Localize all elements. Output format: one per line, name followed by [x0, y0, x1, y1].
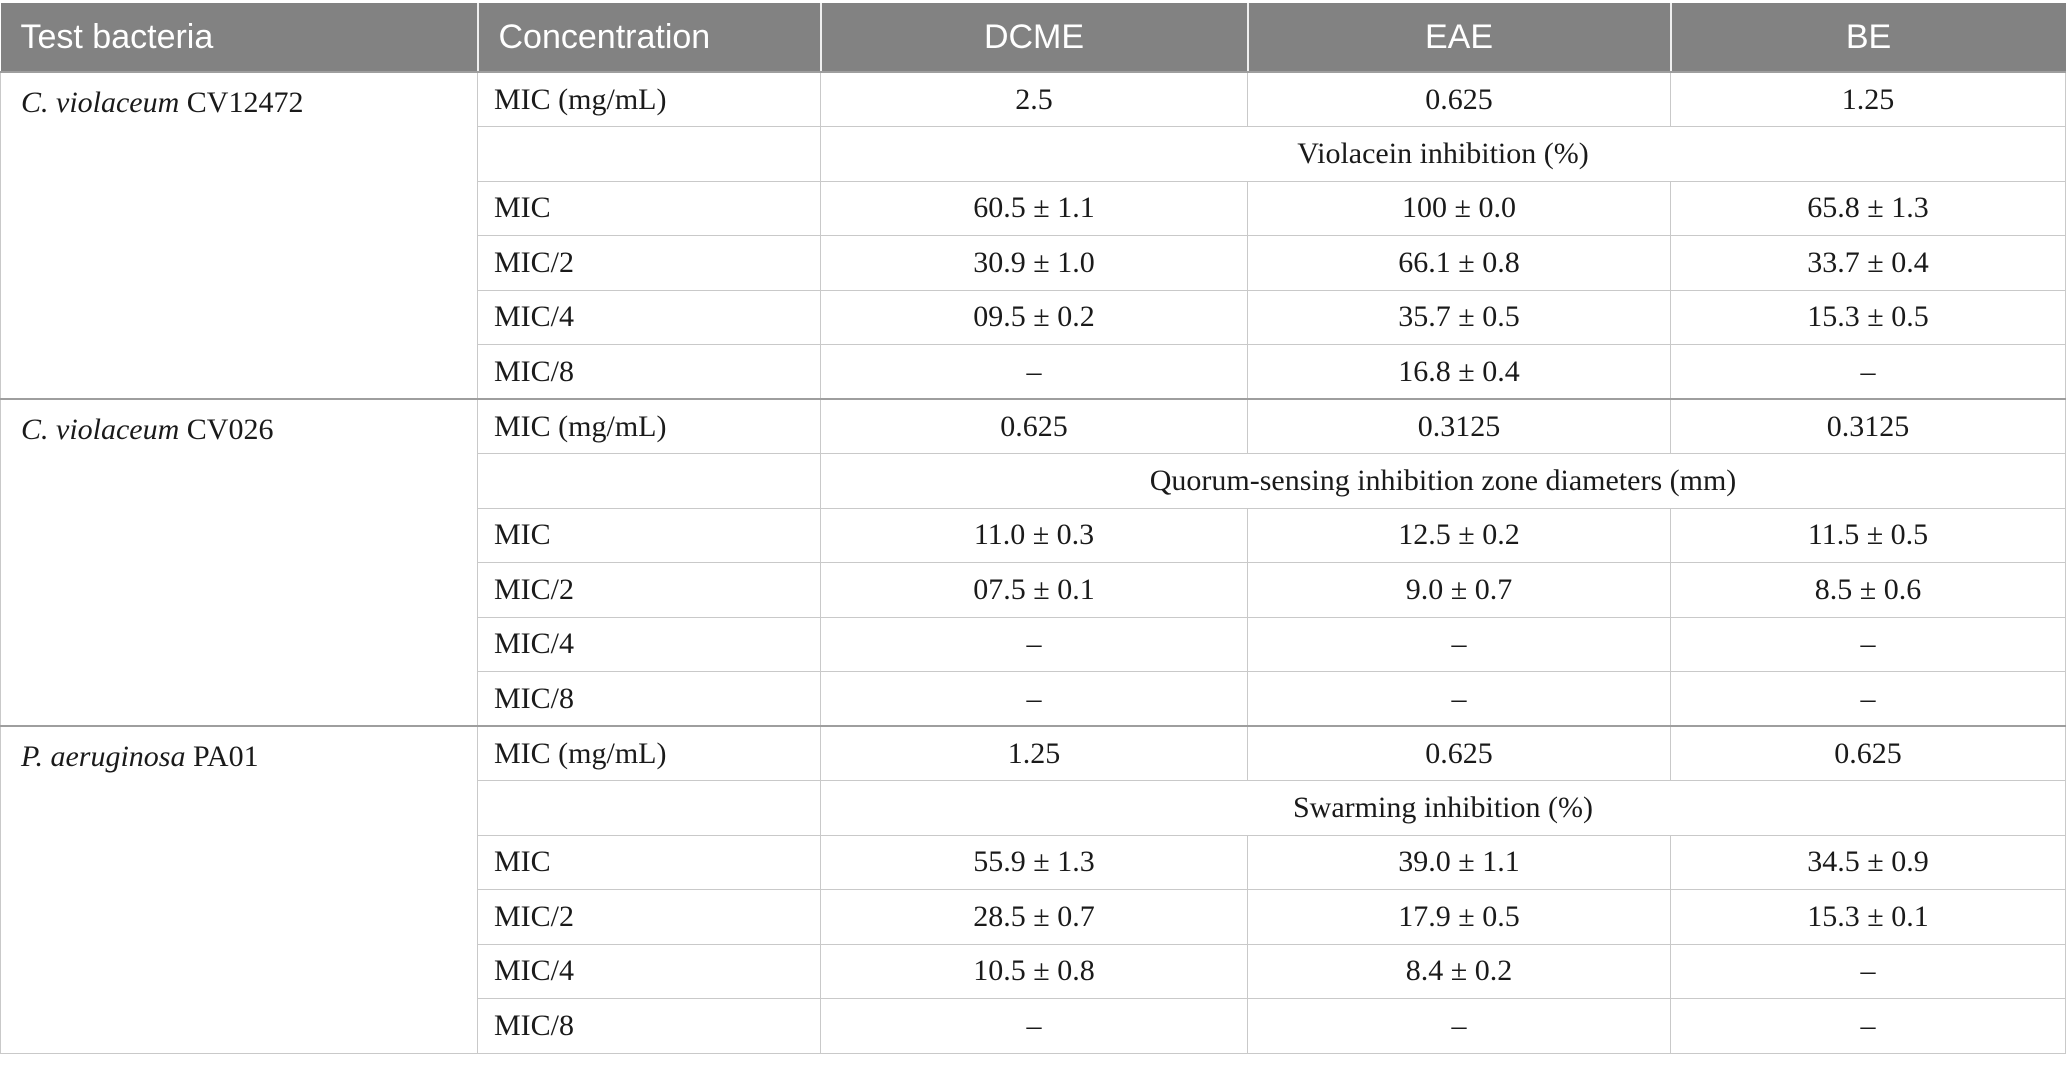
value-cell-be: 1.25	[1670, 71, 2066, 127]
value-cell-be: 0.625	[1670, 725, 2066, 781]
concentration-label-cell: MIC/2	[477, 889, 821, 945]
value-cell-be: 65.8 ± 1.3	[1670, 180, 2066, 236]
value-cell-dcme: –	[820, 344, 1248, 400]
concentration-label-cell: MIC (mg/mL)	[477, 71, 821, 127]
value-cell-eae: 39.0 ± 1.1	[1247, 834, 1671, 890]
assay-label-cell: Swarming inhibition (%)	[820, 780, 2066, 836]
concentration-label-cell: MIC/4	[477, 289, 821, 345]
value-cell-dcme: 11.0 ± 0.3	[820, 507, 1248, 563]
table-row: P. aeruginosa PA01 MIC (mg/mL) 1.25 0.62…	[0, 725, 2066, 1054]
value-cell-be: –	[1670, 616, 2066, 672]
value-cell-dcme: 07.5 ± 0.1	[820, 562, 1248, 618]
value-cell-be: –	[1670, 943, 2066, 999]
value-cell-dcme: 10.5 ± 0.8	[820, 943, 1248, 999]
concentration-empty-cell	[477, 453, 821, 509]
concentration-label-cell: MIC	[477, 180, 821, 236]
value-cell-dcme: –	[820, 616, 1248, 672]
bacteria-strain: CV026	[186, 413, 274, 446]
table-header-row: Test bacteria Concentration DCME EAE BE	[0, 3, 2066, 73]
value-cell-eae: –	[1247, 616, 1671, 672]
value-cell-dcme: 60.5 ± 1.1	[820, 180, 1248, 236]
value-cell-eae: 0.3125	[1247, 398, 1671, 454]
value-cell-be: –	[1670, 998, 2066, 1054]
table-row: C. violaceum CV12472 MIC (mg/mL) 2.5 0.6…	[0, 71, 2066, 400]
concentration-label-cell: MIC/8	[477, 344, 821, 400]
concentration-label-cell: MIC (mg/mL)	[477, 725, 821, 781]
column-header-test-bacteria: Test bacteria	[0, 3, 479, 73]
table-row: MIC/8 – – –	[1, 671, 2066, 727]
quorum-sensing-results-table: Test bacteria Concentration DCME EAE BE …	[0, 3, 2066, 1054]
value-cell-eae: 9.0 ± 0.7	[1247, 562, 1671, 618]
value-cell-dcme: 0.625	[820, 398, 1248, 454]
value-cell-be: 11.5 ± 0.5	[1670, 507, 2066, 563]
value-cell-eae: 17.9 ± 0.5	[1247, 889, 1671, 945]
bacteria-name-cell: P. aeruginosa PA01	[0, 725, 478, 1054]
table-row: MIC/8 – – –	[1, 998, 2066, 1054]
assay-label-cell: Violacein inhibition (%)	[820, 126, 2066, 182]
bacteria-strain: CV12472	[186, 86, 304, 119]
bacteria-species: C. violaceum	[21, 86, 180, 119]
column-header-concentration: Concentration	[477, 3, 822, 73]
concentration-label-cell: MIC/2	[477, 235, 821, 291]
concentration-label-cell: MIC	[477, 507, 821, 563]
value-cell-be: 33.7 ± 0.4	[1670, 235, 2066, 291]
table-row: MIC/4 – – –	[1, 616, 2066, 672]
table-row: MIC 55.9 ± 1.3 39.0 ± 1.1 34.5 ± 0.9	[1, 834, 2066, 890]
value-cell-be: 15.3 ± 0.5	[1670, 289, 2066, 345]
value-cell-eae: 35.7 ± 0.5	[1247, 289, 1671, 345]
value-cell-dcme: –	[820, 671, 1248, 727]
bacteria-name-cell: C. violaceum CV12472	[0, 71, 478, 400]
concentration-label-cell: MIC/8	[477, 998, 821, 1054]
concentration-label-cell: MIC/4	[477, 616, 821, 672]
value-cell-dcme: 09.5 ± 0.2	[820, 289, 1248, 345]
concentration-label-cell: MIC/2	[477, 562, 821, 618]
concentration-label-cell: MIC/4	[477, 943, 821, 999]
value-cell-dcme: 1.25	[820, 725, 1248, 781]
table-row: MIC/2 07.5 ± 0.1 9.0 ± 0.7 8.5 ± 0.6	[1, 562, 2066, 618]
value-cell-eae: 0.625	[1247, 71, 1671, 127]
value-cell-eae: 12.5 ± 0.2	[1247, 507, 1671, 563]
table-row: MIC/2 28.5 ± 0.7 17.9 ± 0.5 15.3 ± 0.1	[1, 889, 2066, 945]
value-cell-dcme: 2.5	[820, 71, 1248, 127]
table-row: C. violaceum CV026 MIC (mg/mL) 0.625 0.3…	[0, 398, 2066, 727]
table-row: MIC/4 09.5 ± 0.2 35.7 ± 0.5 15.3 ± 0.5	[1, 289, 2066, 345]
value-cell-eae: –	[1247, 671, 1671, 727]
value-cell-eae: 8.4 ± 0.2	[1247, 943, 1671, 999]
bacteria-strain: PA01	[192, 740, 259, 773]
value-cell-eae: 66.1 ± 0.8	[1247, 235, 1671, 291]
concentration-empty-cell	[477, 780, 821, 836]
value-cell-eae: 100 ± 0.0	[1247, 180, 1671, 236]
value-cell-be: 8.5 ± 0.6	[1670, 562, 2066, 618]
value-cell-dcme: –	[820, 998, 1248, 1054]
bacteria-species: P. aeruginosa	[21, 740, 186, 773]
value-cell-be: 15.3 ± 0.1	[1670, 889, 2066, 945]
column-header-dcme: DCME	[820, 3, 1249, 73]
value-cell-be: 34.5 ± 0.9	[1670, 834, 2066, 890]
value-cell-dcme: 28.5 ± 0.7	[820, 889, 1248, 945]
value-cell-eae: –	[1247, 998, 1671, 1054]
table-row: MIC 60.5 ± 1.1 100 ± 0.0 65.8 ± 1.3	[1, 180, 2066, 236]
value-cell-dcme: 30.9 ± 1.0	[820, 235, 1248, 291]
concentration-empty-cell	[477, 126, 821, 182]
table-row: MIC 11.0 ± 0.3 12.5 ± 0.2 11.5 ± 0.5	[1, 507, 2066, 563]
concentration-label-cell: MIC/8	[477, 671, 821, 727]
table-row: Quorum-sensing inhibition zone diameters…	[1, 453, 2066, 509]
value-cell-be: –	[1670, 344, 2066, 400]
value-cell-dcme: 55.9 ± 1.3	[820, 834, 1248, 890]
value-cell-be: 0.3125	[1670, 398, 2066, 454]
value-cell-eae: 0.625	[1247, 725, 1671, 781]
assay-label-cell: Quorum-sensing inhibition zone diameters…	[820, 453, 2066, 509]
bacteria-species: C. violaceum	[21, 413, 180, 446]
value-cell-be: –	[1670, 671, 2066, 727]
column-header-be: BE	[1670, 3, 2066, 73]
value-cell-eae: 16.8 ± 0.4	[1247, 344, 1671, 400]
column-header-eae: EAE	[1247, 3, 1672, 73]
bacteria-name-cell: C. violaceum CV026	[0, 398, 478, 727]
table-row: MIC/4 10.5 ± 0.8 8.4 ± 0.2 –	[1, 943, 2066, 999]
concentration-label-cell: MIC (mg/mL)	[477, 398, 821, 454]
concentration-label-cell: MIC	[477, 834, 821, 890]
table-row: Swarming inhibition (%)	[1, 780, 2066, 836]
table-row: MIC/8 – 16.8 ± 0.4 –	[1, 344, 2066, 400]
